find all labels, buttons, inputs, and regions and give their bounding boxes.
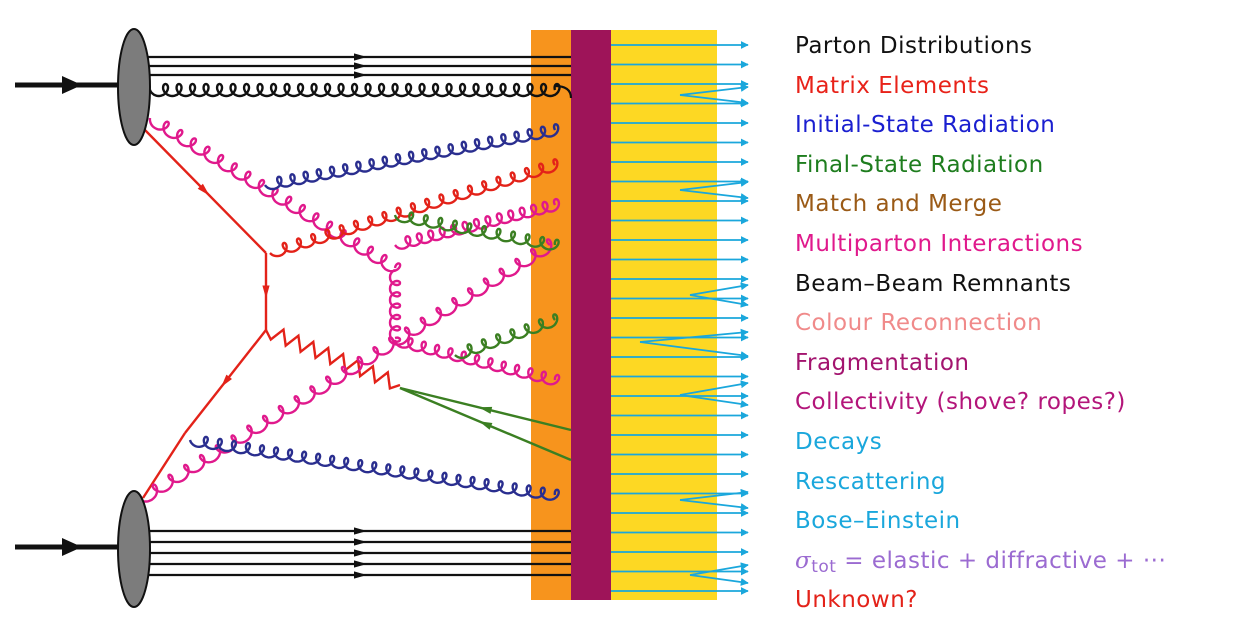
legend-label: Bose–Einstein <box>795 508 961 535</box>
hadron-decay-arrow <box>689 562 749 576</box>
final-state-hadrons <box>611 41 749 595</box>
gluon-curl <box>269 158 559 258</box>
sigma-symbol: σ <box>795 547 812 574</box>
legend-label: Rescattering <box>795 468 947 495</box>
fsr-straight-lines <box>399 386 572 462</box>
legend-label: Match and Merge <box>795 191 1003 218</box>
hadron-decay-arrow <box>679 94 749 107</box>
incoming-beam-bottom <box>15 538 125 556</box>
legend-label: Final-State Radiation <box>795 151 1044 178</box>
remnant-gluon <box>148 82 561 98</box>
legend-label: Decays <box>795 428 883 455</box>
hadron-decay-arrow <box>689 282 749 296</box>
quark-arrow <box>354 527 367 535</box>
gluon-lines <box>139 117 561 503</box>
hadron-decay-arrow <box>689 294 749 308</box>
quark-arrow <box>354 62 367 70</box>
beam-remnant-quarks <box>143 53 573 579</box>
colour-reconnection-band <box>531 30 571 600</box>
legend-label: Fragmentation <box>795 349 970 376</box>
legend-item: Rescattering <box>795 463 1166 503</box>
hadron-decay-arrow <box>679 83 749 96</box>
legend-item: Colour Reconnection <box>795 304 1166 344</box>
legend-label: Initial-State Radiation <box>795 112 1056 139</box>
legend-item: Final-State Radiation <box>795 146 1166 186</box>
legend-item: Match and Merge <box>795 185 1166 225</box>
legend-label: Multiparton Interactions <box>795 230 1084 257</box>
process-legend: Parton Distributions Matrix Elements Initi… <box>795 27 1166 621</box>
hadron-decay-arrow <box>639 328 749 343</box>
legend-item: Initial-State Radiation <box>795 106 1166 146</box>
legend-label: Beam–Beam Remnants <box>795 270 1072 297</box>
legend-item: Beam–Beam Remnants <box>795 265 1166 305</box>
legend-label: = elastic + diffractive + ··· <box>836 547 1167 574</box>
legend-item: σtot = elastic + diffractive + ··· <box>795 542 1166 582</box>
quark-arrow <box>354 71 367 79</box>
hadron-decay-arrow <box>679 380 749 396</box>
legend-item: Multiparton Interactions <box>795 225 1166 265</box>
sigma-subscript: tot <box>811 556 837 577</box>
legend-item: Bose–Einstein <box>795 502 1166 542</box>
legend-label: Collectivity (shove? ropes?) <box>795 389 1126 416</box>
matrix-element-arrow <box>197 183 210 196</box>
remnant-gluon-end <box>554 84 573 99</box>
legend-item: Unknown? <box>795 581 1166 621</box>
legend-label: Parton Distributions <box>795 33 1033 59</box>
matrix-element-arrow <box>221 374 232 387</box>
matrix-element-line <box>141 432 187 499</box>
quark-arrow <box>354 538 367 546</box>
incoming-beam-top <box>15 76 125 94</box>
hadron-decay-arrow <box>689 574 749 586</box>
gluon-curl <box>139 238 553 503</box>
quark-arrow <box>354 53 367 61</box>
quark-arrow <box>354 560 367 568</box>
hadron-decay-arrow <box>679 394 749 408</box>
legend-label: Matrix Elements <box>795 72 990 99</box>
hard-photon-line <box>264 327 401 391</box>
quark-arrow <box>354 571 367 579</box>
hadron-decay-arrow <box>639 341 749 360</box>
gluon-curl <box>263 123 560 191</box>
hadron-decay-arrow <box>679 189 749 202</box>
gluon-curl <box>394 197 561 250</box>
legend-item: Decays <box>795 423 1166 463</box>
fsr-arrow <box>478 406 493 414</box>
legend-label: Unknown? <box>795 587 918 614</box>
gluon-curl <box>393 211 560 251</box>
gluon-curl <box>388 268 402 343</box>
legend-label: Colour Reconnection <box>795 310 1043 337</box>
legend-item: Collectivity (shove? ropes?) <box>795 383 1166 423</box>
fragmentation-band <box>571 30 611 600</box>
quark-arrow <box>354 549 367 557</box>
gluon-curl <box>188 435 560 501</box>
decays-band <box>611 30 717 600</box>
matrix-element-lines <box>141 127 401 499</box>
fsr-arrow <box>479 421 493 430</box>
hadron-decay-arrow <box>679 178 749 191</box>
matrix-element-arrow <box>262 285 270 299</box>
proton-blob-top <box>117 28 151 146</box>
hadron-decay-arrow <box>679 499 749 512</box>
gluon-curl <box>454 313 559 360</box>
hadron-decay-arrow <box>679 488 749 501</box>
gluon-curl <box>148 117 402 273</box>
proton-blob-bottom <box>117 490 151 608</box>
legend-item: Fragmentation <box>795 344 1166 384</box>
legend-item: Matrix Elements <box>795 67 1166 107</box>
gluon-curl <box>393 337 561 386</box>
legend-item: Parton Distributions <box>795 27 1166 67</box>
